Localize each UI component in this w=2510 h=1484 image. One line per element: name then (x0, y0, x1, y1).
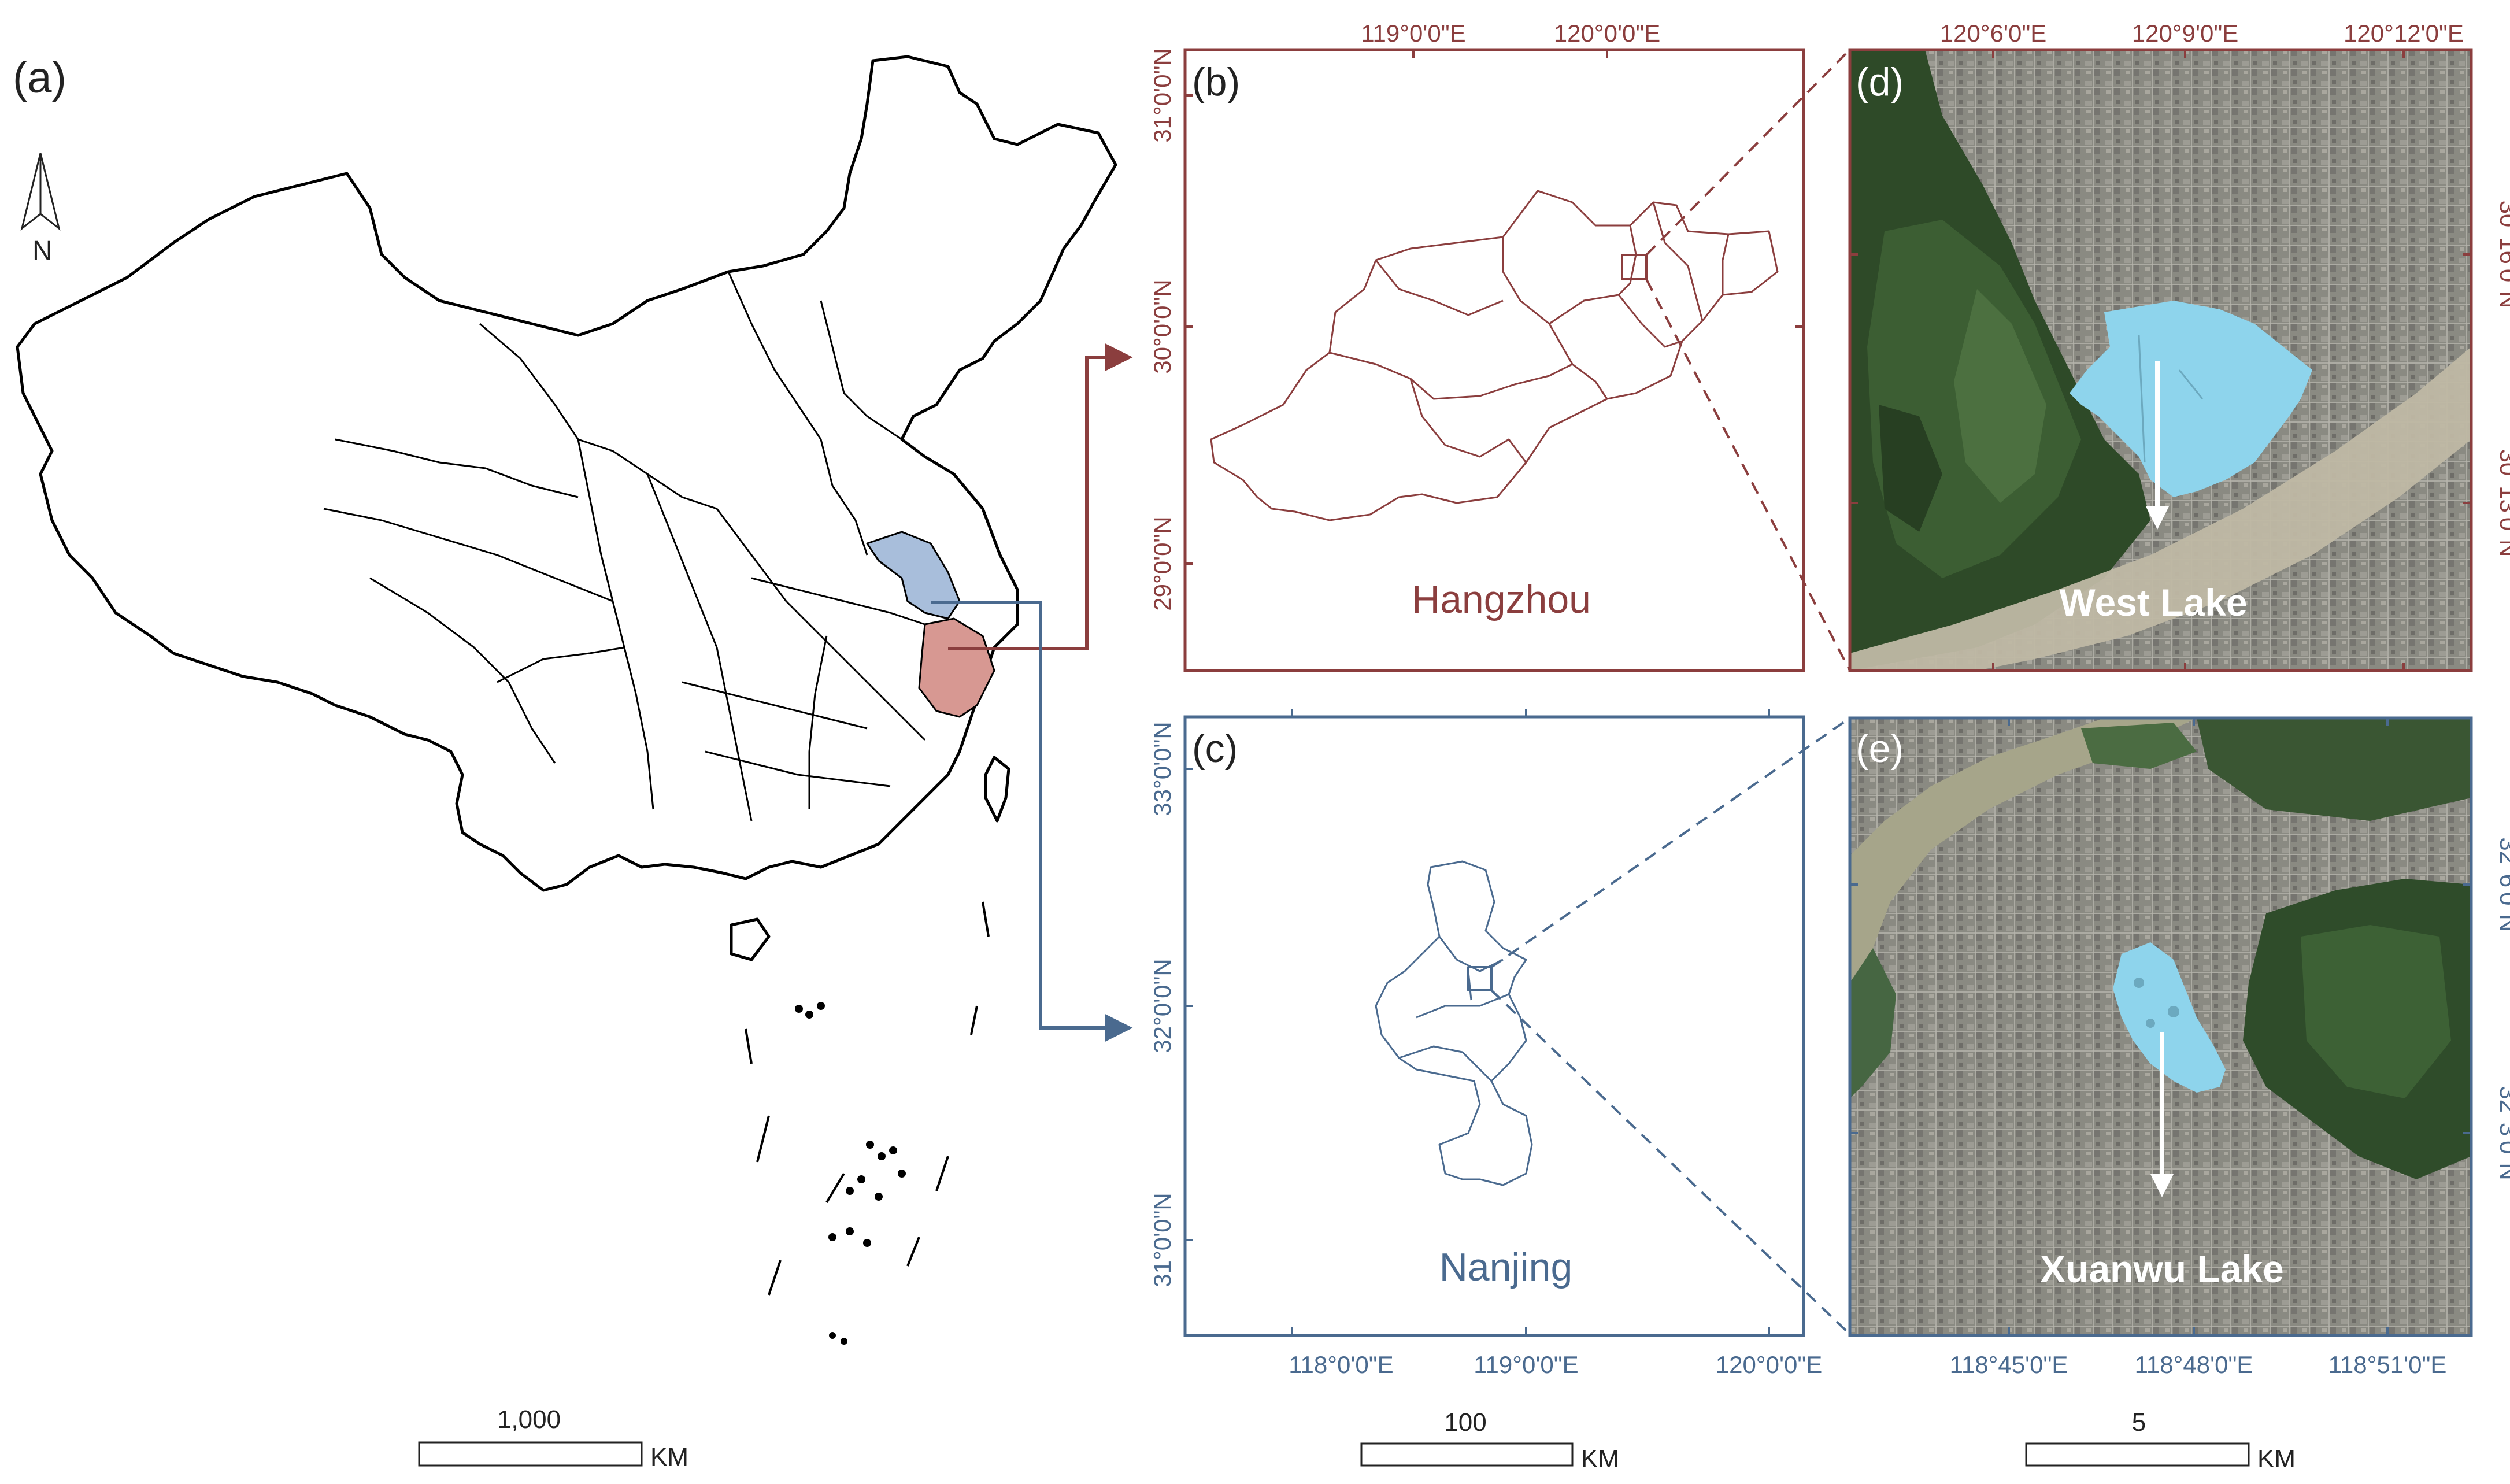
panel-a: (a) N (13, 53, 1133, 1471)
hz-lat-tick-3: 29°0'0"N (1149, 516, 1176, 611)
hainan-island (730, 917, 771, 961)
nanjing-district-map (1375, 860, 1533, 1186)
arrow-to-hangzhou (948, 343, 1133, 650)
wl-lon-tick-1: 120°6'0"E (1940, 20, 2047, 47)
west-lake-polygon (2070, 301, 2312, 497)
scale-bar-c: 100 KM (1360, 1408, 1619, 1473)
xw-lat-tick-1: 32°6'0"N (2495, 837, 2510, 932)
china-map (16, 55, 1117, 961)
wl-lat-tick-1: 30°16'0"N (2495, 201, 2510, 309)
hz-lat-tick-2: 30°0'0"N (1149, 279, 1176, 374)
china-outline (16, 55, 1117, 892)
hz-lon-tick-2: 120°0'0"E (1554, 20, 1661, 47)
zoom-leader-lines (1490, 49, 1851, 1335)
south-china-sea-islands (745, 901, 990, 1345)
yangtze-river (1850, 718, 2197, 983)
qiantang-river (1850, 347, 2471, 671)
panel-e-label: (e) (1856, 727, 1904, 771)
nj-lat-tick-1: 33°0'0"N (1149, 721, 1176, 816)
scale-c-unit: KM (1581, 1445, 1619, 1473)
panel-e: Xuanwu Lake (e) 118°45'0"E 118°48'0"E 11… (1848, 716, 2510, 1473)
panel-a-label: (a) (13, 53, 66, 102)
panel-d-label: (d) (1856, 60, 1904, 104)
nj-lat-tick-3: 31°0'0"N (1149, 1193, 1176, 1287)
scale-a-unit: KM (650, 1443, 688, 1471)
xuanwu-lake-locator-box (1467, 966, 1493, 991)
taiwan-island (984, 756, 1010, 823)
scale-c-value: 100 (1444, 1408, 1486, 1437)
north-label: N (32, 236, 53, 267)
north-arrow-icon: N (20, 153, 61, 267)
province-borders (323, 271, 926, 821)
west-lake-label: West Lake (2059, 581, 2247, 624)
arrow-to-nanjing (931, 601, 1133, 1042)
scale-bar-e: 5 KM (2025, 1408, 2296, 1473)
hz-lat-tick-1: 31°0'0"N (1149, 48, 1176, 143)
nj-lon-tick-2: 119°0'0"E (1474, 1351, 1578, 1378)
nj-lon-tick-1: 118°0'0"E (1289, 1351, 1393, 1378)
zijin-mountain-vegetation (1850, 718, 2471, 1179)
wl-lat-tick-2: 30°13'0"N (2495, 449, 2510, 557)
xuanwu-lake-label: Xuanwu Lake (2040, 1248, 2284, 1290)
scale-e-unit: KM (2257, 1445, 2296, 1473)
hangzhou-district-map (1210, 190, 1779, 521)
nj-lat-tick-2: 32°0'0"N (1149, 959, 1176, 1053)
hangzhou-label: Hangzhou (1412, 578, 1591, 621)
wl-lon-tick-3: 120°12'0"E (2344, 20, 2464, 47)
panel-d: West Lake (d) 120°6'0"E 120°9'0"E 120°12… (1848, 20, 2510, 672)
panel-b-label: (b) (1192, 60, 1240, 104)
xw-lon-tick-3: 118°51'0"E (2328, 1351, 2447, 1378)
scale-e-value: 5 (2132, 1408, 2146, 1437)
scale-bar-a: 1,000 KM (418, 1405, 688, 1471)
nj-lon-tick-3: 120°0'0"E (1716, 1351, 1823, 1378)
west-lake-locator-box (1621, 254, 1648, 280)
xw-lon-tick-1: 118°45'0"E (1950, 1351, 2068, 1378)
panel-c: 118°0'0"E 119°0'0"E 120°0'0"E 33°0'0"N 3… (1149, 709, 1822, 1473)
west-hills-vegetation (1850, 50, 2150, 671)
xw-lat-tick-2: 32°3'0"N (2495, 1086, 2510, 1180)
hz-lon-tick-1: 119°0'0"E (1361, 20, 1465, 47)
panel-c-label: (c) (1192, 727, 1238, 771)
panel-b: 119°0'0"E 120°0'0"E 31°0'0"N 30°0'0"N 29… (1149, 20, 1805, 672)
zhejiang-highlight (918, 617, 995, 718)
wl-lon-tick-2: 120°9'0"E (2132, 20, 2239, 47)
xw-lon-tick-2: 118°48'0"E (2135, 1351, 2253, 1378)
nanjing-label: Nanjing (1439, 1245, 1573, 1289)
scale-a-value: 1,000 (497, 1405, 561, 1434)
jiangsu-highlight (866, 531, 961, 620)
